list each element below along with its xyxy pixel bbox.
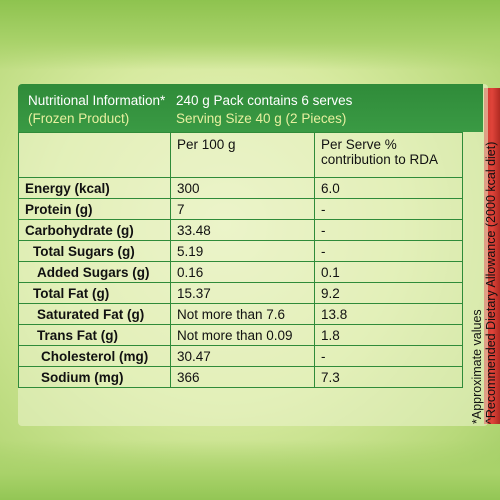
table-row: Cholesterol (mg) 30.47 - [18, 345, 463, 367]
per-100g-value: 15.37 [170, 282, 315, 304]
table-row: Carbohydrate (g) 33.48 - [18, 219, 463, 241]
table-row: Protein (g) 7 - [18, 198, 463, 220]
table-row: Total Fat (g) 15.37 9.2 [18, 282, 463, 304]
approximate-values-note: *Approximate values [470, 309, 484, 424]
table-row: Total Sugars (g) 5.19 - [18, 240, 463, 262]
header-per-100g: Per 100 g [170, 132, 315, 178]
nutrient-label: Added Sugars (g) [18, 261, 171, 283]
per-100g-value: 30.47 [170, 345, 315, 367]
nutrient-label: Saturated Fat (g) [18, 303, 171, 325]
per-100g-value: 7 [170, 198, 315, 220]
per-serve-value: 13.8 [314, 303, 463, 325]
per-100g-value: 5.19 [170, 240, 315, 262]
table-row: Energy (kcal) 300 6.0 [18, 177, 463, 199]
pack-info: 240 g Pack contains 6 serves [176, 93, 353, 108]
nutrient-label: Protein (g) [18, 198, 171, 220]
nutrition-header: Nutritional Information* (Frozen Product… [18, 84, 483, 132]
per-serve-value: - [314, 219, 463, 241]
nutrient-label: Total Fat (g) [18, 282, 171, 304]
per-serve-value: 0.1 [314, 261, 463, 283]
per-serve-value: - [314, 240, 463, 262]
per-serve-value: 9.2 [314, 282, 463, 304]
per-100g-value: 300 [170, 177, 315, 199]
header-per-serve-rda: Per Serve % contribution to RDA [314, 132, 463, 178]
packaging-bottom-band [0, 440, 500, 500]
nutrient-label: Sodium (mg) [18, 366, 171, 388]
nutrition-table: Per 100 g Per Serve % contribution to RD… [18, 132, 463, 388]
packaging-top-band [0, 0, 500, 70]
serving-size: Serving Size 40 g (2 Pieces) [176, 111, 347, 126]
per-100g-value: Not more than 7.6 [170, 303, 315, 325]
per-100g-value: 33.48 [170, 219, 315, 241]
footnotes: *Approximate values ^Recommended Dietary… [470, 142, 498, 424]
nutrient-label: Cholesterol (mg) [18, 345, 171, 367]
packaging-red-strip [484, 88, 500, 424]
table-row: Sodium (mg) 366 7.3 [18, 366, 463, 388]
table-row: Added Sugars (g) 0.16 0.1 [18, 261, 463, 283]
per-serve-value: - [314, 198, 463, 220]
nutrient-label: Carbohydrate (g) [18, 219, 171, 241]
per-serve-value: 7.3 [314, 366, 463, 388]
product-state-label: (Frozen Product) [28, 111, 130, 126]
header-cell-empty [18, 132, 171, 178]
nutrient-label: Total Sugars (g) [18, 240, 171, 262]
table-row: Trans Fat (g) Not more than 0.09 1.8 [18, 324, 463, 346]
per-serve-value: 1.8 [314, 324, 463, 346]
per-serve-value: - [314, 345, 463, 367]
per-100g-value: Not more than 0.09 [170, 324, 315, 346]
nutrition-title: Nutritional Information* [28, 93, 166, 108]
table-row: Saturated Fat (g) Not more than 7.6 13.8 [18, 303, 463, 325]
nutrient-label: Trans Fat (g) [18, 324, 171, 346]
nutrient-label: Energy (kcal) [18, 177, 171, 199]
per-100g-value: 0.16 [170, 261, 315, 283]
per-serve-value: 6.0 [314, 177, 463, 199]
rda-note: ^Recommended Dietary Allowance (2000 kca… [484, 141, 498, 424]
per-100g-value: 366 [170, 366, 315, 388]
table-header-row: Per 100 g Per Serve % contribution to RD… [18, 132, 463, 178]
